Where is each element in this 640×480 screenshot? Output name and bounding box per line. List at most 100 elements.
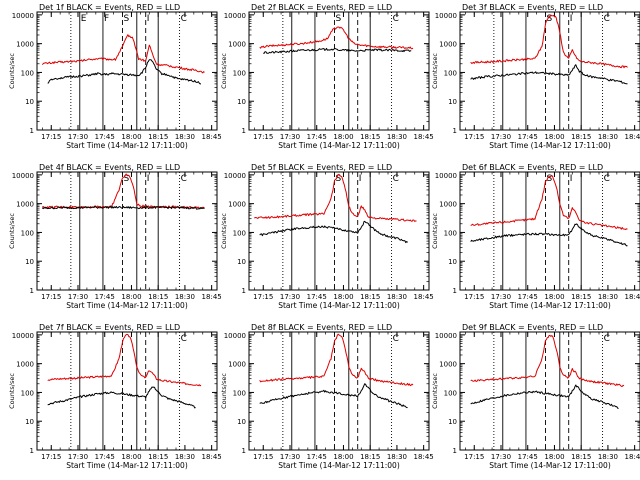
plot-frame bbox=[36, 11, 218, 131]
y-tick-label: 10 bbox=[237, 418, 246, 426]
x-tick-label: 18:15 bbox=[571, 133, 591, 141]
y-tick-label: 100 bbox=[233, 229, 246, 237]
y-tick-label: 1 bbox=[242, 127, 246, 135]
lld-series-line bbox=[470, 334, 625, 387]
lld-series-line bbox=[259, 26, 414, 50]
panel-title: Det 9f BLACK = Events, RED = LLD bbox=[462, 323, 603, 332]
marker-label: I bbox=[147, 14, 150, 24]
x-tick-label: 17:30 bbox=[68, 453, 88, 461]
lld-series-line bbox=[470, 14, 628, 69]
x-tick-label: 18:30 bbox=[175, 453, 195, 461]
y-tick-label: 10000 bbox=[224, 332, 246, 340]
x-tick-label: 18:15 bbox=[148, 453, 168, 461]
y-axis-label: Counts/sec bbox=[431, 53, 439, 89]
y-tick-label: 10000 bbox=[435, 172, 457, 180]
x-tick-label: 18:45 bbox=[202, 453, 222, 461]
plot-frame bbox=[459, 11, 640, 131]
lld-series-line bbox=[259, 333, 414, 387]
x-tick-label: 17:45 bbox=[518, 293, 538, 301]
y-tick-label: 10000 bbox=[12, 172, 34, 180]
x-tick-label: 17:30 bbox=[491, 453, 511, 461]
x-tick-label: 18:00 bbox=[333, 133, 353, 141]
y-axis-label: Counts/sec bbox=[220, 213, 228, 249]
y-tick-label: 10 bbox=[25, 418, 34, 426]
y-tick-label: 100 bbox=[21, 69, 34, 77]
x-tick-label: 18:00 bbox=[544, 133, 564, 141]
x-tick-label: 17:15 bbox=[253, 293, 273, 301]
y-tick-label: 1000 bbox=[439, 41, 457, 49]
y-tick-label: 1000 bbox=[16, 201, 34, 209]
y-tick-label: 10 bbox=[237, 98, 246, 106]
x-tick-label: 18:00 bbox=[333, 293, 353, 301]
x-tick-label: 17:15 bbox=[253, 453, 273, 461]
marker-label: I bbox=[570, 14, 573, 24]
events-series-line bbox=[259, 220, 408, 244]
events-series-line bbox=[47, 386, 196, 409]
plot-frame bbox=[248, 171, 430, 291]
x-tick-label: 18:45 bbox=[625, 293, 640, 301]
x-tick-label: 18:30 bbox=[387, 453, 407, 461]
x-tick-label: 18:30 bbox=[598, 133, 618, 141]
lld-series-line bbox=[47, 333, 202, 387]
y-tick-label: 100 bbox=[444, 69, 457, 77]
x-tick-label: 18:15 bbox=[360, 133, 380, 141]
y-tick-label: 1 bbox=[30, 127, 34, 135]
y-axis-label: Counts/sec bbox=[8, 373, 16, 409]
x-tick-label: 17:30 bbox=[280, 453, 300, 461]
y-tick-label: 10 bbox=[448, 258, 457, 266]
x-tick-label: 18:00 bbox=[544, 293, 564, 301]
x-axis-label: Start Time (14-Mar-12 17:11:00) bbox=[66, 141, 188, 150]
y-tick-label: 1000 bbox=[16, 41, 34, 49]
marker-label: C bbox=[604, 334, 610, 344]
y-tick-label: 10000 bbox=[435, 332, 457, 340]
y-tick-label: 10000 bbox=[224, 12, 246, 20]
x-tick-label: 17:15 bbox=[464, 293, 484, 301]
x-tick-label: 17:45 bbox=[95, 293, 115, 301]
marker-label: I bbox=[359, 174, 362, 184]
x-tick-label: 17:30 bbox=[68, 133, 88, 141]
y-tick-label: 10000 bbox=[12, 332, 34, 340]
y-tick-label: 1 bbox=[453, 287, 457, 295]
x-tick-label: 18:45 bbox=[202, 293, 222, 301]
marker-label: C bbox=[393, 14, 399, 24]
y-tick-label: 1000 bbox=[228, 201, 246, 209]
y-tick-label: 10 bbox=[448, 418, 457, 426]
x-tick-label: 18:15 bbox=[148, 293, 168, 301]
y-axis-label: Counts/sec bbox=[431, 213, 439, 249]
x-tick-label: 18:00 bbox=[121, 293, 141, 301]
y-tick-label: 1 bbox=[453, 127, 457, 135]
marker-label: F bbox=[104, 14, 109, 24]
x-tick-label: 18:45 bbox=[414, 133, 434, 141]
panel-4f: Det 4f BLACK = Events, RED = LLD 1 10 100 10… bbox=[8, 163, 222, 310]
x-axis-label: Start Time (14-Mar-12 17:11:00) bbox=[66, 301, 188, 310]
x-tick-label: 18:30 bbox=[175, 133, 195, 141]
x-tick-label: 17:15 bbox=[41, 133, 61, 141]
lld-series-line bbox=[254, 173, 417, 222]
marker-label: S bbox=[547, 14, 553, 24]
marker-label: S bbox=[547, 174, 553, 184]
panel-title: Det 8f BLACK = Events, RED = LLD bbox=[251, 323, 392, 332]
marker-label: E bbox=[81, 14, 87, 24]
x-tick-label: 18:45 bbox=[414, 453, 434, 461]
lld-series-line bbox=[42, 173, 205, 209]
y-tick-label: 1000 bbox=[228, 361, 246, 369]
y-tick-label: 10000 bbox=[12, 12, 34, 20]
y-tick-label: 10000 bbox=[435, 12, 457, 20]
x-tick-label: 18:30 bbox=[387, 293, 407, 301]
y-axis-label: Counts/sec bbox=[8, 53, 16, 89]
y-tick-label: 10 bbox=[448, 98, 457, 106]
x-tick-label: 18:15 bbox=[360, 293, 380, 301]
x-axis-label: Start Time (14-Mar-12 17:11:00) bbox=[489, 301, 611, 310]
y-tick-label: 100 bbox=[233, 69, 246, 77]
x-tick-label: 17:15 bbox=[41, 293, 61, 301]
x-tick-label: 17:45 bbox=[95, 133, 115, 141]
y-tick-label: 1 bbox=[242, 287, 246, 295]
y-axis-label: Counts/sec bbox=[220, 373, 228, 409]
panel-title: Det 1f BLACK = Events, RED = LLD bbox=[39, 3, 180, 12]
x-tick-label: 18:15 bbox=[148, 133, 168, 141]
marker-label: S bbox=[124, 14, 130, 24]
events-series-line bbox=[47, 59, 201, 85]
y-tick-label: 1000 bbox=[16, 361, 34, 369]
plot-frame bbox=[36, 331, 218, 451]
